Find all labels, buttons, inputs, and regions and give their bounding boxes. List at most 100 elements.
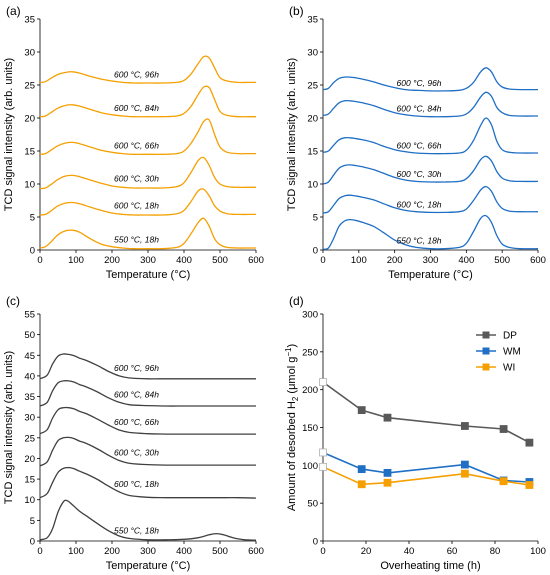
y-axis-label: Amount of desorbed H2 (μmol g−1) <box>284 344 300 511</box>
y-tick-label: 20 <box>24 454 35 465</box>
y-axis-label-subscript: 2 <box>291 396 300 401</box>
x-tick-label: 40 <box>404 546 415 557</box>
series-line <box>39 85 256 118</box>
y-tick-label: 30 <box>24 413 35 424</box>
series-line <box>322 185 539 214</box>
y-axis-label: TCD signal intensity (arb. units) <box>3 351 15 504</box>
y-tick-label: 150 <box>302 423 318 434</box>
y-tick-label: 5 <box>30 516 35 527</box>
curve-label: 550 °C, 18h <box>114 526 159 536</box>
y-axis-label-superscript: −1 <box>284 347 293 357</box>
x-tick-label: 100 <box>530 546 546 557</box>
x-tick-label: 300 <box>140 255 156 266</box>
series-line <box>322 155 539 185</box>
y-tick-label: 0 <box>30 246 35 257</box>
curve-label: 600 °C, 96h <box>397 78 442 88</box>
y-tick-label: 20 <box>307 114 318 125</box>
x-tick-label: 200 <box>104 255 120 266</box>
curve-label: 600 °C, 84h <box>397 104 442 114</box>
legend-label: DP <box>503 331 517 342</box>
x-axis-label: Overheating time (h) <box>380 560 480 572</box>
x-tick-label: 0 <box>320 255 325 266</box>
x-tick-label: 20 <box>361 546 372 557</box>
y-tick-label: 50 <box>24 330 35 341</box>
y-tick-label: 45 <box>24 351 35 362</box>
x-tick-label: 600 <box>248 546 264 557</box>
data-point-marker <box>319 448 327 457</box>
x-tick-label: 300 <box>140 546 156 557</box>
curve-label: 600 °C, 30h <box>114 448 159 458</box>
y-tick-label: 30 <box>307 48 318 59</box>
series-line <box>39 436 256 467</box>
y-tick-label: 0 <box>313 246 318 257</box>
x-tick-label: 200 <box>104 546 120 557</box>
series-line <box>39 406 256 435</box>
legend-marker <box>482 363 490 371</box>
y-tick-label: 10 <box>307 180 318 191</box>
panel-b: (b) 0 100 200 300 400 500 600 0 5 10 15 20 25 30 35 Temp… <box>286 4 546 281</box>
y-tick-label: 5 <box>30 213 35 224</box>
data-point-marker <box>319 462 327 471</box>
y-tick-label: 25 <box>24 81 35 92</box>
x-tick-label: 400 <box>176 255 192 266</box>
y-axis-label: TCD signal intensity (arb. units) <box>3 58 15 211</box>
data-point-marker <box>383 413 392 422</box>
curve-label: 600 °C, 84h <box>114 389 159 399</box>
series-line <box>39 353 256 380</box>
y-tick-label: 10 <box>24 180 35 191</box>
y-tick-label: 0 <box>313 537 318 548</box>
series-line <box>322 67 539 92</box>
data-point-marker <box>357 465 366 474</box>
series-line <box>322 117 539 155</box>
legend-label: WI <box>503 363 515 374</box>
y-tick-label: 100 <box>302 461 318 472</box>
series-line <box>39 466 257 499</box>
y-tick-label: 35 <box>307 15 318 26</box>
x-tick-label: 600 <box>530 255 546 266</box>
data-point-marker <box>460 422 469 430</box>
y-tick-label: 10 <box>24 495 35 506</box>
series-line <box>39 188 256 216</box>
x-tick-label: 300 <box>423 255 439 266</box>
curve-label: 600 °C, 84h <box>114 103 159 113</box>
y-axis-label-close: ) <box>286 344 298 348</box>
x-tick-label: 0 <box>320 546 325 557</box>
series-line <box>322 214 539 250</box>
series-line <box>39 55 256 84</box>
panel-d: (d) 0 20 40 60 80 100 0 50 100 150 200 250 300 Overhea… <box>284 294 546 572</box>
x-axis-label: Temperature (°C) <box>106 560 190 572</box>
y-axis-label-units: (μmol g <box>286 357 298 397</box>
data-point-marker <box>525 438 534 447</box>
x-tick-label: 600 <box>248 255 264 266</box>
y-axis-label: TCD signal intensity (arb. units) <box>286 58 298 211</box>
curve-label: 600 °C, 18h <box>397 199 442 209</box>
series-line <box>39 156 256 190</box>
curve-label: 600 °C, 30h <box>397 169 442 179</box>
y-tick-label: 300 <box>302 310 318 321</box>
data-point-marker <box>499 477 508 486</box>
x-tick-label: 200 <box>387 255 403 266</box>
y-tick-label: 55 <box>24 310 35 321</box>
curve-label: 600 °C, 18h <box>114 201 159 211</box>
y-tick-label: 35 <box>24 15 35 26</box>
series-line <box>39 499 257 541</box>
y-tick-label: 30 <box>24 48 35 59</box>
panel-label: (d) <box>289 294 304 308</box>
x-tick-label: 500 <box>494 255 510 266</box>
x-tick-label: 0 <box>37 255 42 266</box>
x-tick-label: 100 <box>351 255 367 266</box>
x-tick-label: 500 <box>212 546 228 557</box>
series-line <box>39 380 256 407</box>
x-tick-label: 60 <box>447 546 458 557</box>
panel-label: (c) <box>6 294 20 308</box>
y-tick-label: 50 <box>307 499 318 510</box>
x-axis-label: Temperature (°C) <box>388 269 472 281</box>
y-tick-label: 25 <box>24 433 35 444</box>
y-tick-label: 20 <box>24 114 35 125</box>
x-tick-label: 400 <box>458 255 474 266</box>
y-tick-label: 15 <box>307 147 318 158</box>
x-tick-label: 0 <box>37 546 42 557</box>
curve-label: 550 °C, 18h <box>114 234 159 244</box>
curve-label: 600 °C, 66h <box>114 417 159 427</box>
